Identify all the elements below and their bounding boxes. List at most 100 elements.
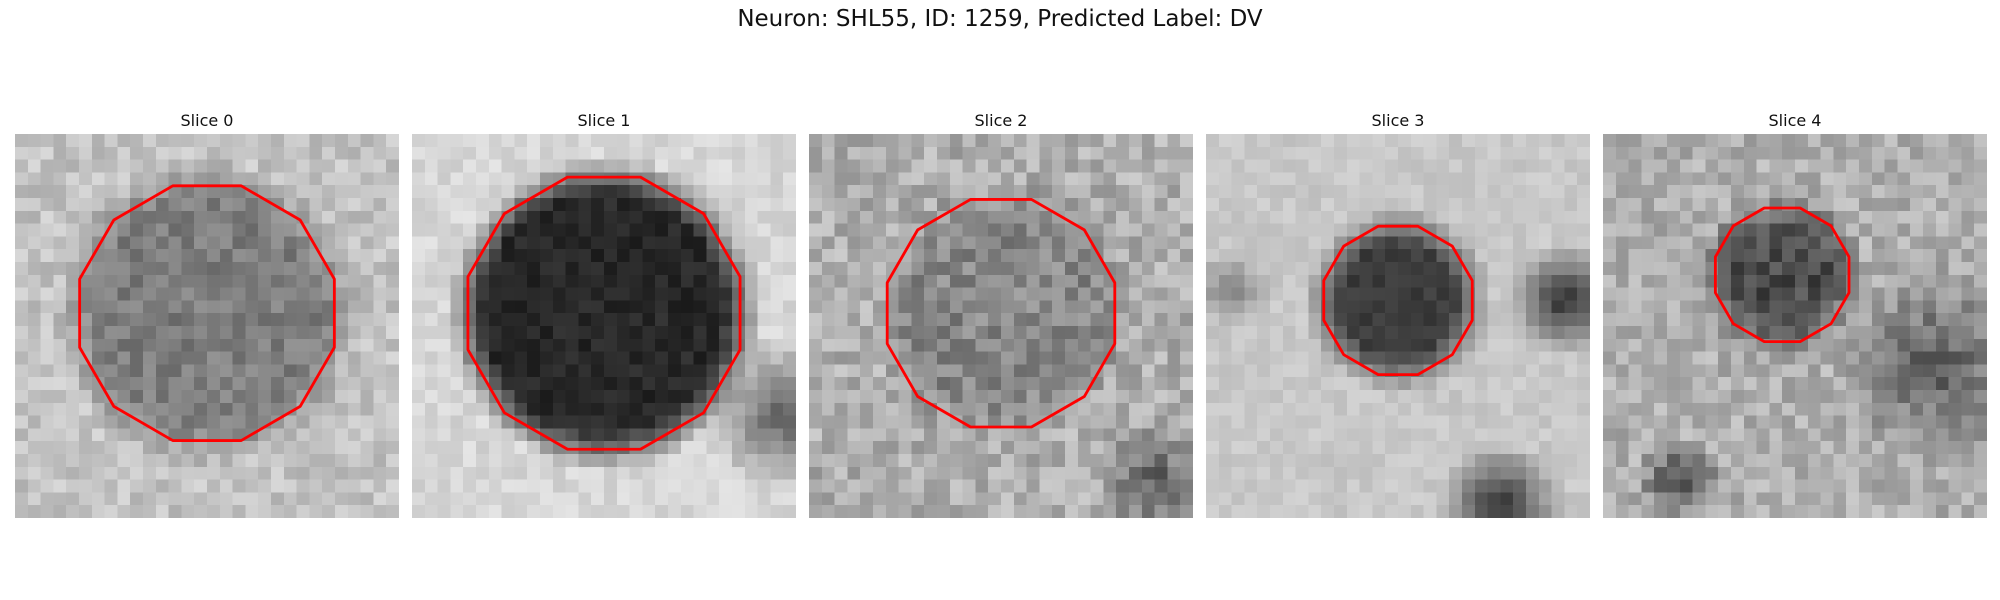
pixel xyxy=(744,274,758,288)
pixel xyxy=(616,428,630,442)
pixel xyxy=(629,236,643,250)
pixel xyxy=(424,364,438,378)
pixel xyxy=(1731,479,1745,493)
pixel xyxy=(514,390,528,404)
pixel xyxy=(168,146,182,160)
pixel xyxy=(1948,390,1962,404)
pixel xyxy=(744,364,758,378)
pixel xyxy=(1833,210,1847,224)
pixel xyxy=(1910,313,1924,327)
pixel xyxy=(770,326,784,340)
pixel xyxy=(1833,505,1847,518)
pixel xyxy=(1705,402,1719,416)
pixel xyxy=(322,479,336,493)
pixel xyxy=(527,454,541,468)
pixel xyxy=(488,415,502,429)
pixel xyxy=(1897,338,1911,352)
pixel xyxy=(616,377,630,391)
pixel xyxy=(66,313,80,327)
pixel xyxy=(1807,300,1821,314)
pixel xyxy=(412,198,426,212)
pixel xyxy=(783,185,796,199)
pixel xyxy=(219,402,233,416)
pixel xyxy=(450,326,464,340)
pixel xyxy=(335,390,349,404)
pixel xyxy=(1244,185,1258,199)
slice-panel-1: Slice 1 xyxy=(412,108,796,518)
pixel xyxy=(1244,313,1258,327)
pixel xyxy=(219,454,233,468)
pixel xyxy=(514,479,528,493)
pixel xyxy=(322,159,336,173)
pixel xyxy=(232,479,246,493)
pixel xyxy=(1526,134,1540,148)
pixel xyxy=(898,492,912,506)
pixel xyxy=(591,505,605,518)
pixel xyxy=(1769,249,1783,263)
pixel xyxy=(322,338,336,352)
pixel xyxy=(1782,185,1796,199)
pixel xyxy=(424,172,438,186)
pixel xyxy=(719,479,733,493)
pixel xyxy=(207,262,221,276)
pixel xyxy=(578,390,592,404)
pixel xyxy=(1359,249,1373,263)
pixel xyxy=(488,134,502,148)
pixel xyxy=(1167,402,1181,416)
slice-title: Slice 4 xyxy=(1768,111,1822,130)
pixel xyxy=(488,210,502,224)
pixel xyxy=(527,326,541,340)
pixel xyxy=(706,249,720,263)
pixel xyxy=(501,134,515,148)
pixel xyxy=(1923,466,1937,480)
pixel xyxy=(1884,146,1898,160)
pixel xyxy=(1961,479,1975,493)
pixel xyxy=(27,364,41,378)
pixel xyxy=(1641,454,1655,468)
pixel xyxy=(450,441,464,455)
pixel xyxy=(1871,377,1885,391)
pixel xyxy=(1564,274,1578,288)
pixel xyxy=(232,185,246,199)
pixel xyxy=(1833,338,1847,352)
pixel xyxy=(1116,505,1130,518)
pixel xyxy=(565,287,579,301)
pixel xyxy=(565,146,579,160)
pixel xyxy=(1218,351,1232,365)
pixel xyxy=(783,466,796,480)
pixel xyxy=(168,300,182,314)
pixel xyxy=(949,172,963,186)
pixel xyxy=(15,172,29,186)
pixel xyxy=(1141,223,1155,237)
pixel xyxy=(1001,415,1015,429)
pixel xyxy=(924,390,938,404)
pixel xyxy=(1807,185,1821,199)
pixel xyxy=(1090,262,1104,276)
pixel xyxy=(885,364,899,378)
pixel xyxy=(1820,198,1834,212)
pixel xyxy=(1141,159,1155,173)
pixel xyxy=(693,287,707,301)
pixel xyxy=(924,236,938,250)
pixel xyxy=(283,390,297,404)
pixel xyxy=(1449,351,1463,365)
pixel xyxy=(424,274,438,288)
pixel xyxy=(1961,390,1975,404)
pixel xyxy=(616,185,630,199)
pixel xyxy=(1884,351,1898,365)
pixel xyxy=(1206,185,1220,199)
pixel xyxy=(1551,185,1565,199)
pixel xyxy=(821,351,835,365)
pixel xyxy=(847,249,861,263)
pixel xyxy=(744,428,758,442)
pixel xyxy=(1577,338,1590,352)
pixel xyxy=(949,454,963,468)
pixel xyxy=(860,274,874,288)
pixel xyxy=(937,300,951,314)
pixel xyxy=(783,146,796,160)
pixel xyxy=(463,402,477,416)
pixel xyxy=(693,134,707,148)
pixel xyxy=(975,505,989,518)
pixel xyxy=(181,172,195,186)
pixel xyxy=(1487,466,1501,480)
